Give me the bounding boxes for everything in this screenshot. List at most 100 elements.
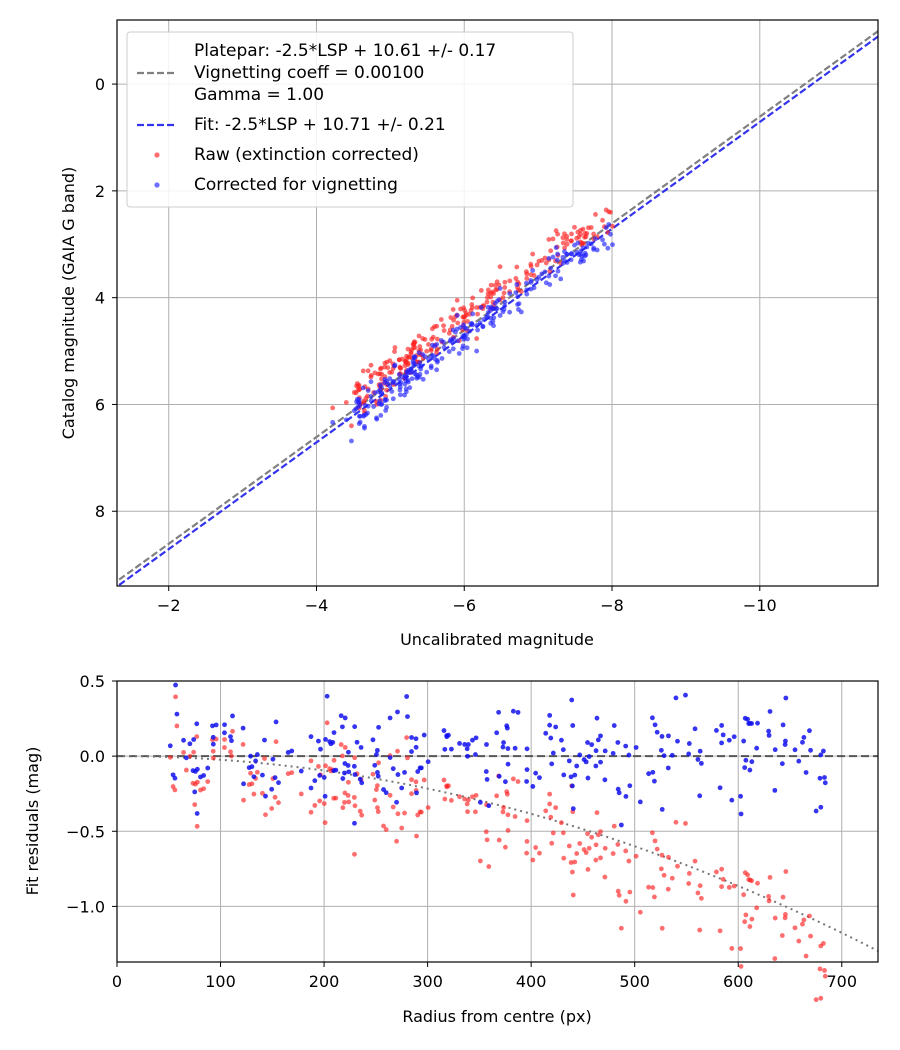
raw-residual-point [477,858,483,864]
raw-residual-point [803,953,809,959]
corrected-point [502,299,508,305]
corrected-residual-point [254,752,260,757]
corrected-point [368,394,374,399]
corrected-residual-point [354,739,360,745]
top-x-tick-label: −10 [743,596,777,615]
top-fit-lines [117,29,878,586]
corrected-residual-point [395,772,401,777]
raw-point [564,241,570,247]
corrected-residual-point [181,737,186,743]
bottom-y-tick-label: 0.0 [80,747,105,766]
corrected-residual-point [359,780,365,786]
corrected-point [524,287,530,293]
corrected-residual-point [755,720,760,726]
corrected-point [568,257,574,263]
corrected-residual-point [772,787,778,793]
corrected-residual-point [249,764,255,770]
raw-residual-point [272,794,278,800]
corrected-point [588,241,594,247]
corrected-residual-point [358,745,364,750]
corrected-residual-point [533,770,539,776]
raw-point [576,234,582,240]
top-y-tick-label: 4 [95,289,105,308]
raw-residual-point [395,748,400,754]
corrected-residual-point [372,762,378,768]
corrected-point [553,245,559,250]
bottom-ticks: 0 100 200 300 400 500 600 700 0.5 0.0 −0.5 −1.0 [66,672,857,991]
corrected-residual-point [717,785,723,791]
corrected-residual-point [486,803,492,809]
raw-point [569,231,574,237]
top-fit-line [117,29,878,583]
raw-residual-point [543,808,549,814]
legend-label: Gamma = 1.00 [194,85,324,105]
corrected-point [384,404,389,410]
corrected-residual-point [817,775,823,781]
raw-point [420,336,426,341]
raw-point [493,287,499,293]
raw-point [454,297,460,303]
corrected-point [593,236,598,242]
raw-point [462,307,468,313]
corrected-residual-point [598,759,603,765]
corrected-residual-point [615,740,621,745]
corrected-point [550,254,556,260]
raw-residual-point [317,798,323,804]
corrected-residual-point [374,747,380,753]
raw-residual-point [598,855,603,861]
corrected-residual-point [747,767,753,773]
corrected-residual-point [570,806,576,812]
raw-residual-point [462,796,468,802]
raw-point [417,344,423,349]
raw-residual-point [248,770,253,776]
raw-residual-point [449,797,454,803]
corrected-residual-point [194,766,200,772]
corrected-point [562,249,567,254]
raw-residual-point [321,801,327,807]
raw-residual-point [524,850,530,856]
corrected-point [392,362,398,368]
raw-residual-point [201,786,207,792]
raw-point [343,400,349,405]
corrected-point [397,387,403,393]
corrected-residual-point [548,735,554,741]
raw-residual-point [345,793,351,798]
corrected-residual-point [399,785,405,791]
corrected-residual-point [792,747,798,753]
raw-residual-point [229,753,234,759]
raw-residual-point [720,876,726,882]
corrected-residual-point [395,709,400,715]
corrected-point [518,309,524,315]
raw-point [485,291,491,297]
raw-point [484,299,490,305]
corrected-point [396,377,402,383]
legend-box [126,31,574,208]
corrected-residual-point [253,758,258,764]
corrected-point [432,356,438,362]
raw-point [528,261,534,267]
raw-residual-point [402,810,407,816]
vignetting-curve [117,755,879,952]
corrected-point [467,328,472,334]
corrected-residual-point [665,765,671,771]
raw-residual-point [602,874,608,880]
raw-residual-point [743,912,749,918]
corrected-residual-point [352,820,357,826]
corrected-residual-point [549,761,555,767]
raw-residual-point [749,916,755,922]
raw-residual-point [486,864,492,869]
raw-residual-point [741,892,747,898]
raw-residual-point [345,779,351,785]
corrected-residual-point [800,739,805,745]
top-y-tick-label: 2 [95,182,105,201]
raw-residual-point [333,795,339,801]
raw-point [435,336,440,342]
raw-residual-point [191,749,197,755]
raw-residual-point [473,809,478,815]
raw-residual-point [425,805,431,810]
corrected-point [560,260,566,266]
raw-residual-point [512,814,518,819]
corrected-residual-point [390,766,396,772]
raw-point [392,345,398,350]
raw-residual-point [373,787,379,792]
